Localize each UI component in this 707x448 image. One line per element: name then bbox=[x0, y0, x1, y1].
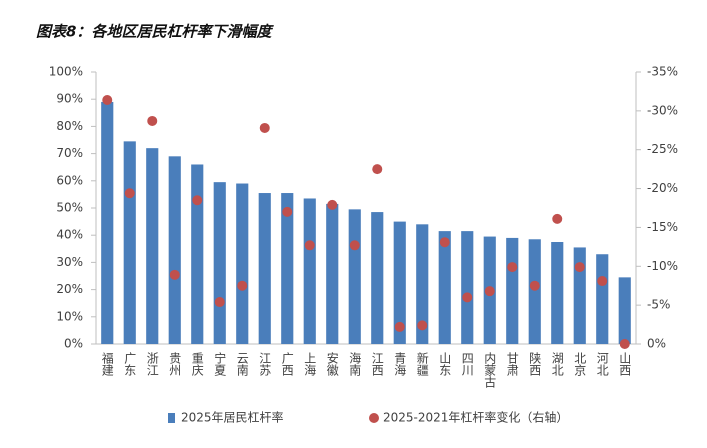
legend-swatch bbox=[168, 413, 175, 423]
dot bbox=[214, 297, 225, 308]
y-tick-label: 100% bbox=[49, 65, 83, 79]
x-tick-label: 甘肃 bbox=[505, 352, 519, 377]
y2-tick-label: -5% bbox=[647, 298, 670, 312]
bar bbox=[303, 198, 316, 344]
bar bbox=[168, 156, 181, 344]
dot bbox=[372, 164, 383, 175]
y2-tick-label: -10% bbox=[647, 259, 678, 273]
x-tick-label: 重庆 bbox=[190, 352, 204, 376]
y-tick-label: 10% bbox=[56, 309, 83, 323]
bar bbox=[101, 101, 114, 344]
y2-tick-label: -30% bbox=[647, 103, 678, 117]
x-tick-label: 上海 bbox=[303, 352, 317, 376]
bar bbox=[596, 254, 609, 344]
x-tick-label: 江苏 bbox=[258, 352, 272, 376]
bar bbox=[528, 239, 541, 344]
x-tick-label: 宁夏 bbox=[213, 351, 227, 376]
dot bbox=[147, 115, 158, 126]
dot bbox=[439, 237, 450, 248]
dot bbox=[507, 262, 518, 273]
y-tick-label: 40% bbox=[56, 228, 83, 242]
x-tick-label: 海南 bbox=[348, 351, 362, 376]
x-tick-label: 北京 bbox=[573, 352, 587, 377]
x-tick-label: 广东 bbox=[123, 352, 137, 376]
bar bbox=[191, 164, 204, 344]
chart-title: 图表8：各地区居民杠杆率下滑幅度 bbox=[36, 23, 274, 41]
x-tick-label: 新疆 bbox=[415, 351, 429, 376]
dot bbox=[124, 188, 135, 199]
x-tick-label: 山东 bbox=[438, 352, 452, 376]
bar bbox=[258, 193, 271, 344]
y-tick-label: 0% bbox=[64, 337, 83, 351]
legend-swatch bbox=[369, 413, 379, 423]
x-tick-label: 广西 bbox=[280, 352, 294, 376]
bar bbox=[213, 182, 226, 344]
dot bbox=[304, 240, 315, 251]
x-tick-label: 内蒙古 bbox=[483, 352, 497, 388]
x-tick-label: 山西 bbox=[618, 352, 632, 376]
bar bbox=[393, 221, 406, 344]
bar bbox=[281, 193, 294, 344]
x-tick-label: 贵州 bbox=[168, 352, 182, 376]
dot bbox=[282, 206, 293, 217]
bar bbox=[438, 231, 451, 344]
y2-tick-label: -15% bbox=[647, 220, 678, 234]
dot bbox=[394, 321, 405, 332]
dot bbox=[169, 269, 180, 280]
bar bbox=[348, 209, 361, 344]
bar bbox=[618, 277, 631, 344]
bar bbox=[573, 247, 586, 344]
bar bbox=[551, 242, 564, 344]
dot bbox=[349, 240, 360, 251]
x-tick-label: 河北 bbox=[595, 352, 609, 377]
y-tick-label: 90% bbox=[56, 92, 83, 106]
x-tick-label: 福建 bbox=[100, 351, 114, 377]
x-tick-label: 安徽 bbox=[325, 351, 339, 376]
dot bbox=[574, 262, 585, 273]
bar bbox=[146, 148, 159, 344]
y-tick-label: 80% bbox=[56, 119, 83, 133]
y2-tick-label: 0% bbox=[647, 337, 666, 351]
dot bbox=[597, 276, 608, 287]
x-tick-label: 四川 bbox=[460, 352, 474, 376]
dot bbox=[484, 286, 495, 297]
y-tick-label: 50% bbox=[56, 201, 83, 215]
dot bbox=[462, 292, 473, 303]
bar bbox=[123, 141, 136, 344]
bar bbox=[236, 183, 249, 344]
bar bbox=[371, 212, 384, 344]
dot bbox=[192, 195, 203, 206]
x-tick-label: 陕西 bbox=[528, 351, 542, 376]
x-tick-label: 江西 bbox=[370, 352, 384, 376]
y-tick-label: 20% bbox=[56, 282, 83, 296]
x-tick-label: 湖北 bbox=[550, 351, 564, 377]
dot bbox=[102, 94, 113, 105]
dot bbox=[619, 339, 630, 349]
legend-label: 2025-2021年杠杆率变化（右轴） bbox=[383, 410, 568, 425]
y2-tick-label: -20% bbox=[647, 181, 678, 195]
bar bbox=[326, 203, 339, 344]
legend-label: 2025年居民杠杆率 bbox=[181, 410, 284, 425]
dot bbox=[259, 122, 270, 133]
y2-tick-label: -25% bbox=[647, 142, 678, 156]
y2-tick-label: -35% bbox=[647, 65, 678, 79]
x-tick-label: 浙江 bbox=[145, 352, 159, 376]
dot bbox=[552, 213, 563, 224]
dot bbox=[237, 280, 248, 291]
bar bbox=[506, 237, 519, 344]
x-tick-label: 青海 bbox=[393, 352, 407, 376]
bar bbox=[461, 231, 474, 344]
y-tick-label: 60% bbox=[56, 173, 83, 187]
bar bbox=[416, 224, 429, 344]
dot bbox=[417, 320, 428, 331]
dot bbox=[529, 280, 540, 291]
x-tick-label: 云南 bbox=[235, 352, 249, 376]
dot bbox=[327, 199, 338, 210]
y-tick-label: 70% bbox=[56, 146, 83, 160]
y-tick-label: 30% bbox=[56, 255, 83, 269]
